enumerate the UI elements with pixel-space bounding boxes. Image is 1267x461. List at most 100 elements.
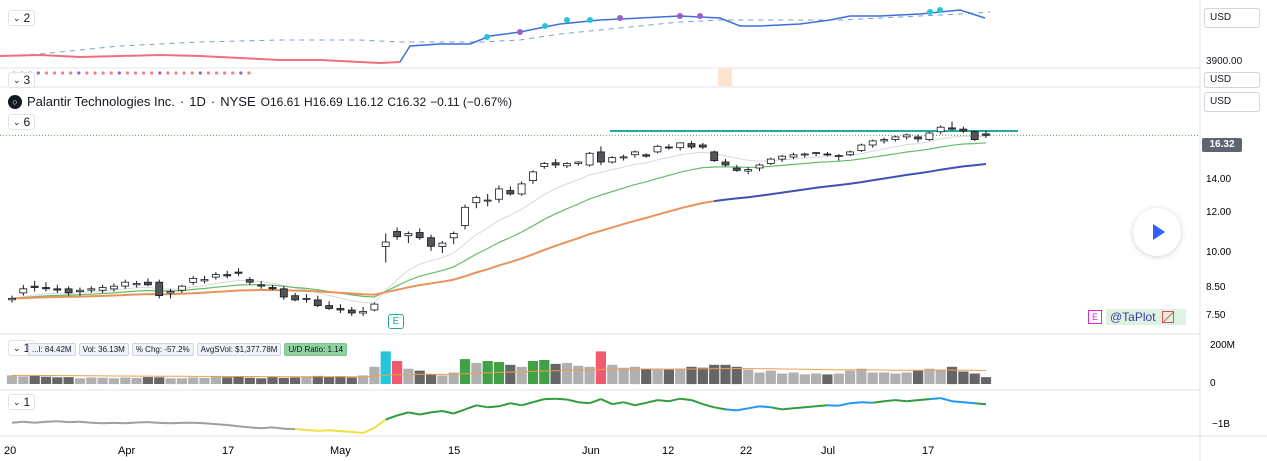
play-button[interactable]	[1133, 208, 1181, 256]
oscillator-segment	[498, 402, 511, 408]
signal-dot	[214, 71, 219, 75]
volume-bar	[392, 361, 403, 384]
volume-bar	[380, 351, 391, 384]
candle-body	[8, 297, 16, 301]
volume-bar	[675, 368, 686, 384]
candle-body	[936, 126, 945, 133]
oscillator-segment	[238, 425, 250, 429]
oscillator-segment	[929, 397, 941, 401]
pane-toggle-3[interactable]: ⌄ 3	[8, 72, 36, 88]
volume-bar	[6, 375, 18, 384]
oscillator-segment	[623, 401, 636, 407]
currency-button[interactable]: USD	[1204, 72, 1260, 88]
candle-body	[642, 154, 651, 157]
date-label: 17	[222, 445, 234, 457]
candle-body	[665, 146, 673, 149]
signal-dot	[125, 71, 129, 75]
volume-bar	[867, 372, 878, 384]
trend-dashed-line	[0, 11, 991, 57]
candle-body	[19, 288, 28, 294]
chevron-down-icon: ⌄	[13, 13, 21, 23]
volume-bar	[754, 372, 765, 384]
price-axis-label: 8.50	[1206, 282, 1226, 293]
candle-body	[64, 288, 73, 294]
volume-bar	[188, 377, 199, 384]
volume-bar	[290, 377, 301, 384]
candle-body	[245, 279, 254, 283]
candle-body	[834, 155, 843, 157]
candle-body	[449, 233, 458, 239]
volume-bar	[720, 364, 731, 384]
pane-count: 1	[23, 395, 31, 409]
volume-bar	[199, 377, 210, 384]
candle-body	[732, 167, 741, 171]
candle-body	[766, 158, 775, 164]
sma-blue-line	[714, 163, 987, 203]
symbol-name[interactable]: Palantir Technologies Inc.	[27, 94, 175, 109]
volume-bar	[233, 376, 244, 384]
volume-bars	[6, 351, 992, 385]
oscillator-segment	[850, 401, 862, 405]
volume-bar	[256, 378, 267, 385]
oscillator-segment	[634, 401, 647, 407]
volume-bar	[244, 377, 255, 384]
candle-body	[563, 163, 571, 167]
oscillator-segment	[521, 401, 534, 407]
date-label: 22	[740, 445, 752, 457]
symbol-interval[interactable]: 1D	[189, 94, 206, 109]
percent-change-stat: % Chg: -57.2%	[131, 343, 194, 356]
candle-body	[517, 183, 526, 195]
signal-dot	[77, 71, 81, 75]
candle-body	[585, 152, 594, 166]
volume-bar	[845, 370, 856, 384]
volume-bar	[527, 361, 539, 384]
volume-bar	[86, 377, 97, 384]
volume-bar	[142, 377, 153, 384]
candle-body	[608, 157, 617, 163]
earnings-marker[interactable]: E	[388, 314, 404, 329]
oscillator-segment	[782, 407, 794, 411]
candle-body	[483, 199, 492, 202]
oscillator-segment	[861, 401, 873, 404]
signal-dot	[174, 71, 178, 75]
chevron-down-icon: ⌄	[13, 117, 21, 127]
volume-bar	[210, 376, 221, 384]
signal-dot	[166, 71, 170, 75]
currency-button[interactable]: USD	[1204, 92, 1260, 112]
oscillator-segment	[215, 423, 228, 426]
candle-body	[789, 154, 798, 158]
oscillator-segment	[804, 405, 817, 409]
volume-bar	[663, 369, 674, 384]
checkbox-icon[interactable]	[1161, 311, 1174, 323]
oscillator-segment	[578, 401, 590, 405]
signal-dot	[109, 71, 113, 75]
candle-body	[177, 285, 186, 291]
pane-count: 3	[23, 73, 31, 87]
candle-body	[87, 288, 96, 291]
volume-bar	[822, 374, 833, 384]
indicators-toggle[interactable]: ⌄ 6	[8, 114, 36, 130]
volume-bar	[788, 372, 799, 384]
signal-dots-pane	[12, 71, 251, 75]
oscillator-segment	[306, 428, 318, 432]
candle-body	[721, 161, 730, 166]
candle-body	[676, 142, 685, 149]
volume-bar	[369, 366, 380, 385]
oscillator-segment	[906, 399, 919, 403]
candle-body	[370, 303, 379, 311]
avg-dollar-volume-stat: AvgSVol: $1,377.78M	[196, 343, 282, 356]
volume-bar	[63, 377, 74, 384]
oscillator-pane-toggle[interactable]: ⌄ 1	[8, 394, 36, 410]
candle-body	[234, 271, 243, 274]
candle-body	[279, 288, 288, 298]
currency-button[interactable]: USD	[1204, 8, 1260, 28]
candle-body	[744, 169, 753, 172]
oscillator-segment	[385, 414, 398, 421]
pane-toggle-2[interactable]: ⌄ 2	[8, 10, 36, 26]
date-label: 12	[662, 445, 674, 457]
candle-body	[461, 206, 469, 226]
candle-body	[302, 297, 311, 300]
candle-body	[155, 281, 164, 297]
oscillator-segment	[396, 411, 409, 417]
